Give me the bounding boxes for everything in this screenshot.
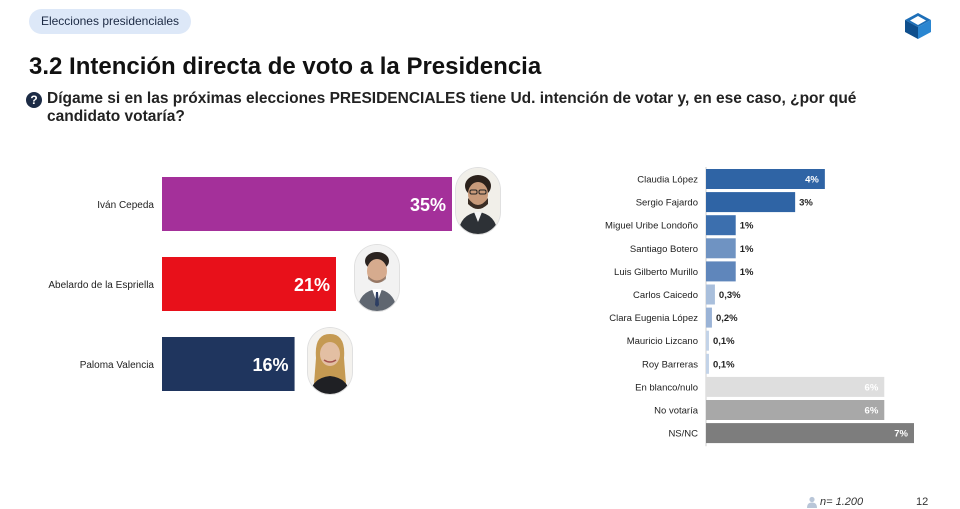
value-label-clara-eugenia-lopez: 0,2% xyxy=(716,313,738,324)
category-label-sergio-fajardo: Sergio Fajardo xyxy=(636,198,698,209)
sample-size: n= 1.200 xyxy=(820,496,864,508)
bar-clara-eugenia-lopez xyxy=(706,307,712,328)
bar-ivan-cepeda xyxy=(162,177,452,231)
bar-mauricio-lizcano xyxy=(706,330,709,351)
value-label-carlos-caicedo: 0,3% xyxy=(719,290,741,301)
value-label-roy-barreras: 0,1% xyxy=(713,359,735,370)
page-title: 3.2 Intención directa de voto a la Presi… xyxy=(29,53,542,80)
category-label-claudia-lopez: Claudia López xyxy=(637,175,698,186)
bar-sergio-fajardo xyxy=(706,192,796,213)
avatar-paloma-valencia xyxy=(308,328,352,394)
bar-luis-gilberto-murillo xyxy=(706,261,736,282)
bar-santiago-botero xyxy=(706,238,736,259)
value-label-no-votaria: 6% xyxy=(865,406,879,417)
category-label-en-blanco-nulo: En blanco/nulo xyxy=(635,382,698,393)
value-label-abelardo-de-la-espriella: 21% xyxy=(294,275,330,295)
bar-paloma-valencia xyxy=(162,337,295,391)
avatar-ivan-cepeda xyxy=(456,168,500,234)
question-icon: ? xyxy=(26,92,42,108)
value-label-sergio-fajardo: 3% xyxy=(799,198,813,209)
category-label-luis-gilberto-murillo: Luis Gilberto Murillo xyxy=(614,267,698,278)
category-label-no-votaria: No votaría xyxy=(654,406,699,417)
section-tag: Elecciones presidenciales xyxy=(29,9,191,34)
value-label-claudia-lopez: 4% xyxy=(805,175,819,186)
value-label-miguel-uribe-londono: 1% xyxy=(740,221,754,232)
category-label-clara-eugenia-lopez: Clara Eugenia López xyxy=(609,313,698,324)
avatar-abelardo-de-la-espriella xyxy=(355,245,399,311)
value-label-mauricio-lizcano: 0,1% xyxy=(713,336,735,347)
category-label-roy-barreras: Roy Barreras xyxy=(642,359,698,370)
bar-carlos-caicedo xyxy=(706,284,715,305)
category-label-paloma-valencia: Paloma Valencia xyxy=(80,360,155,371)
value-label-ns-nc: 7% xyxy=(894,429,908,440)
bar-ns-nc xyxy=(706,423,914,444)
person-icon xyxy=(807,496,817,508)
value-label-luis-gilberto-murillo: 1% xyxy=(740,267,754,278)
bar-abelardo-de-la-espriella xyxy=(162,257,336,311)
bar-miguel-uribe-londono xyxy=(706,215,736,236)
bar-claudia-lopez xyxy=(706,169,825,189)
bar-en-blanco-nulo xyxy=(706,376,885,397)
value-label-santiago-botero: 1% xyxy=(740,244,754,255)
category-label-mauricio-lizcano: Mauricio Lizcano xyxy=(627,336,698,347)
category-label-abelardo-de-la-espriella: Abelardo de la Espriella xyxy=(48,280,154,291)
bar-roy-barreras xyxy=(706,353,709,374)
category-label-carlos-caicedo: Carlos Caicedo xyxy=(633,290,698,301)
bar-no-votaria xyxy=(706,400,885,420)
category-label-santiago-botero: Santiago Botero xyxy=(630,244,698,255)
value-label-en-blanco-nulo: 6% xyxy=(865,382,879,393)
page-number: 12 xyxy=(916,496,929,508)
value-label-paloma-valencia: 16% xyxy=(253,355,289,375)
category-label-ivan-cepeda: Iván Cepeda xyxy=(97,200,154,211)
category-label-miguel-uribe-londono: Miguel Uribe Londoño xyxy=(605,221,698,232)
value-label-ivan-cepeda: 35% xyxy=(410,195,446,215)
category-label-ns-nc: NS/NC xyxy=(668,429,698,440)
cube-logo-icon xyxy=(905,13,931,39)
survey-question: Dígame si en las próximas elecciones PRE… xyxy=(47,90,857,125)
